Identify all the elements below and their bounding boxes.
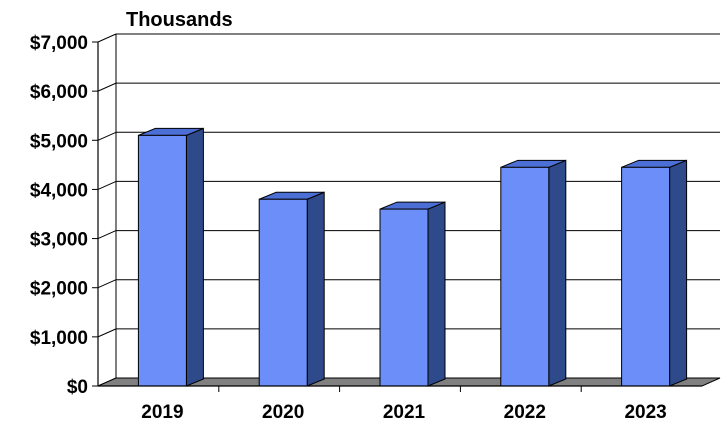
bar <box>500 159 567 387</box>
bar-side <box>306 191 325 387</box>
bar-side <box>669 159 688 387</box>
bar-front <box>500 166 550 387</box>
bar-front <box>258 198 308 387</box>
label-layer: Thousands $0 $1,000 $2,000 $3,000 $4,000 $5,0… <box>30 9 667 423</box>
y-tick-label: $0 <box>67 377 88 398</box>
x-tick-label: 2020 <box>262 402 304 423</box>
bar-front <box>621 166 671 387</box>
gridline-depth <box>97 180 117 190</box>
bar-front <box>379 208 429 387</box>
x-tick-label: 2019 <box>141 402 183 423</box>
axis-layer <box>92 41 702 392</box>
y-tick-label: $5,000 <box>30 131 88 152</box>
bar <box>137 127 204 387</box>
bar-side <box>427 201 446 387</box>
bar <box>379 201 446 387</box>
y-tick-label: $4,000 <box>30 180 88 201</box>
bar-side <box>185 127 204 387</box>
bar <box>258 191 325 387</box>
y-tick-label: $7,000 <box>30 33 88 54</box>
y-tick-label: $2,000 <box>30 279 88 300</box>
y-tick-label: $1,000 <box>30 328 88 349</box>
x-tick-label: 2023 <box>624 402 666 423</box>
gridline-depth <box>97 131 117 141</box>
x-tick-label: 2021 <box>383 402 426 423</box>
bars-layer <box>137 127 688 387</box>
y-tick-label: $3,000 <box>30 230 88 251</box>
gridline-depth <box>97 33 117 43</box>
bar-front <box>137 134 187 387</box>
gridline-depth <box>97 328 117 338</box>
unit-label: Thousands <box>126 9 233 31</box>
y-tick-label: $6,000 <box>30 82 88 103</box>
bar <box>621 159 688 387</box>
gridline-depth <box>97 82 117 92</box>
gridline-depth <box>97 230 117 240</box>
x-tick-label: 2022 <box>504 402 546 423</box>
gridline-depth <box>97 279 117 289</box>
bar-side <box>548 159 567 387</box>
